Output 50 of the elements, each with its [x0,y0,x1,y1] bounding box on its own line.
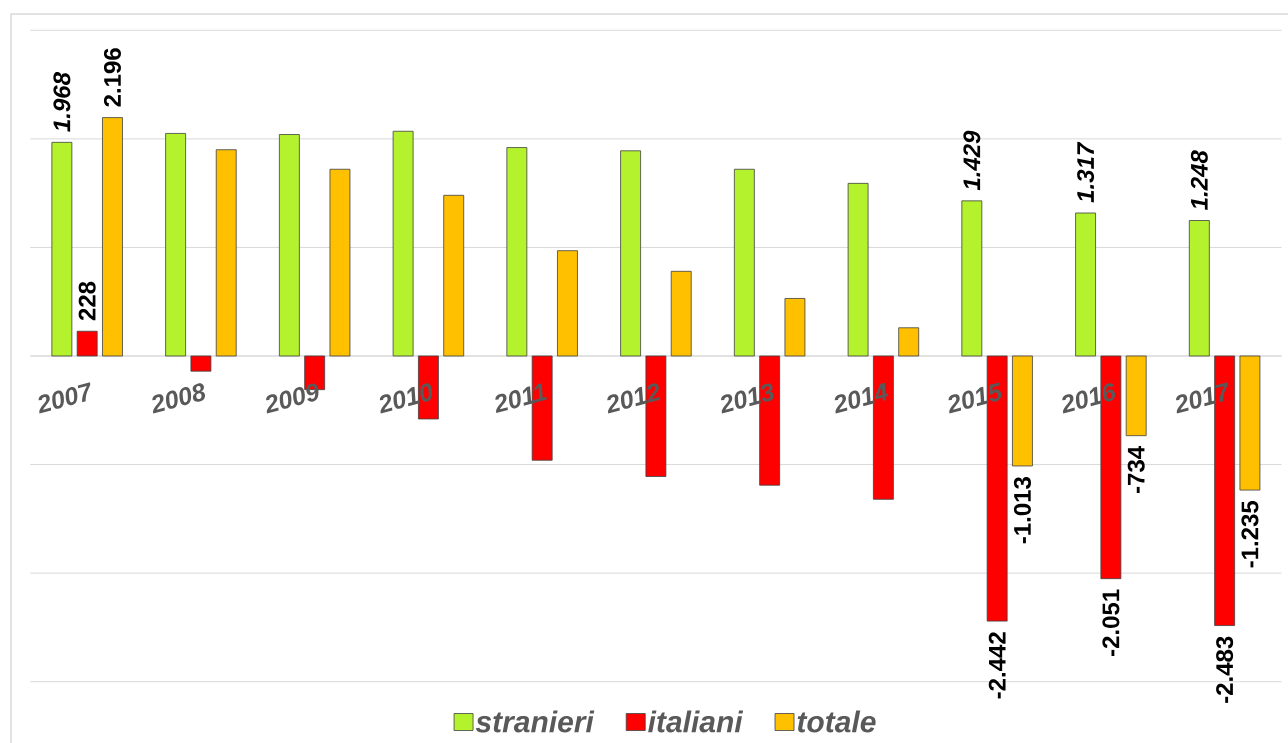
data-label: -1.235 [1241,500,1259,568]
bar [443,194,465,357]
bar [278,134,300,357]
x-tick-label: 2017 [1175,382,1228,414]
bar [51,141,73,357]
data-label: 1.317 [1077,141,1095,203]
bar [329,168,351,357]
data-label: 228 [78,281,96,321]
bar [1075,212,1096,357]
data-label: 1.429 [963,130,981,191]
bar [898,327,920,357]
bar [1188,220,1210,357]
bar [733,168,755,357]
x-tick-label: 2014 [834,382,888,414]
legend-label: totale [797,710,876,733]
bar [506,147,528,357]
data-label: -734 [1127,446,1145,493]
bar [215,149,237,357]
x-tick-label: 2013 [720,383,774,414]
bar [961,200,983,357]
bar [1012,355,1033,467]
x-tick-label: 2016 [1062,383,1116,414]
x-tick-label: 2011 [495,383,547,414]
data-label: 2.196 [103,48,121,107]
bar [392,130,414,357]
legend-label: italiani [648,710,744,733]
x-tick-label: 2012 [607,383,661,414]
x-tick-label: 2015 [948,382,1002,414]
bar [165,133,187,357]
bar [557,250,578,357]
x-tick-label: 2009 [265,383,319,414]
bar [190,355,212,372]
x-tick-label: 2010 [379,383,433,414]
x-tick-label: 2007 [38,382,91,414]
legend-label: stranieri [475,710,595,733]
data-label: -2.483 [1216,636,1234,703]
x-tick-label: 2008 [152,383,206,414]
data-label: -2.051 [1102,589,1120,656]
data-label: 1.248 [1190,150,1208,210]
bar [784,298,806,357]
bar [847,182,869,357]
data-label: -1.013 [1013,477,1031,544]
bar [1125,355,1147,437]
data-label: -2.442 [988,632,1006,699]
bar [620,150,641,357]
data-label: 1.968 [53,72,71,132]
bar [102,117,123,357]
bar [76,330,98,357]
bar [670,270,692,357]
bar [1239,355,1261,491]
